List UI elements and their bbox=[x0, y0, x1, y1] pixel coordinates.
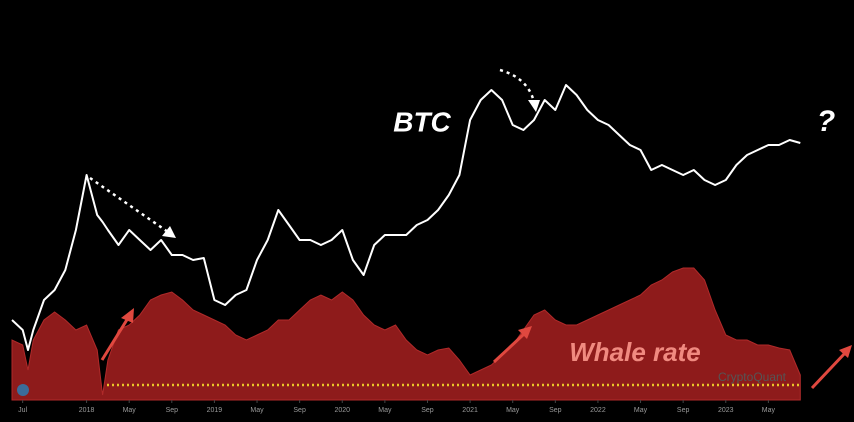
annotation-arrows bbox=[17, 68, 852, 396]
x-tick-label: 2022 bbox=[590, 407, 606, 414]
x-tick-label: Sep bbox=[421, 407, 434, 414]
red-arrow bbox=[100, 317, 130, 361]
arrow-head bbox=[528, 100, 540, 112]
question-mark: ? bbox=[817, 105, 835, 138]
x-tick-label: Sep bbox=[293, 407, 306, 414]
x-tick-label: May bbox=[123, 407, 137, 414]
arrow-head bbox=[839, 345, 852, 358]
x-tick-label: 2021 bbox=[462, 407, 478, 414]
line bbox=[11, 84, 801, 351]
x-tick-label: 2020 bbox=[334, 407, 350, 414]
x-tick-label: May bbox=[506, 407, 520, 414]
plot-area: Jul 2018 May Sep 2019 May Sep 2020 May Sep 2021 May… bbox=[11, 84, 801, 414]
red-arrow bbox=[492, 332, 526, 364]
x-tick-label: Sep bbox=[166, 407, 179, 414]
x-tick-label: 2019 bbox=[207, 407, 223, 414]
x-tick-label: May bbox=[378, 407, 392, 414]
x-tick-label: Sep bbox=[549, 407, 562, 414]
x-tick-label: May bbox=[250, 407, 264, 414]
arrow-head bbox=[162, 226, 176, 238]
btc-label: BTC bbox=[393, 106, 451, 137]
x-tick-label: May bbox=[634, 407, 648, 414]
arrow-head bbox=[121, 308, 134, 323]
red-arrow bbox=[810, 350, 848, 390]
x-tick-label: 2023 bbox=[718, 407, 734, 414]
arrow-head bbox=[518, 326, 532, 339]
x-tick-label: May bbox=[762, 407, 776, 414]
x-tick-label: Sep bbox=[677, 407, 690, 414]
logo-icon bbox=[17, 384, 29, 396]
x-tick-label: 2018 bbox=[79, 407, 95, 414]
watermark: CryptoQuant bbox=[718, 370, 787, 384]
x-tick-label: Jul bbox=[18, 407, 27, 414]
dotted-arrow bbox=[89, 176, 169, 234]
whale-rate-label: Whale rate bbox=[569, 337, 701, 367]
